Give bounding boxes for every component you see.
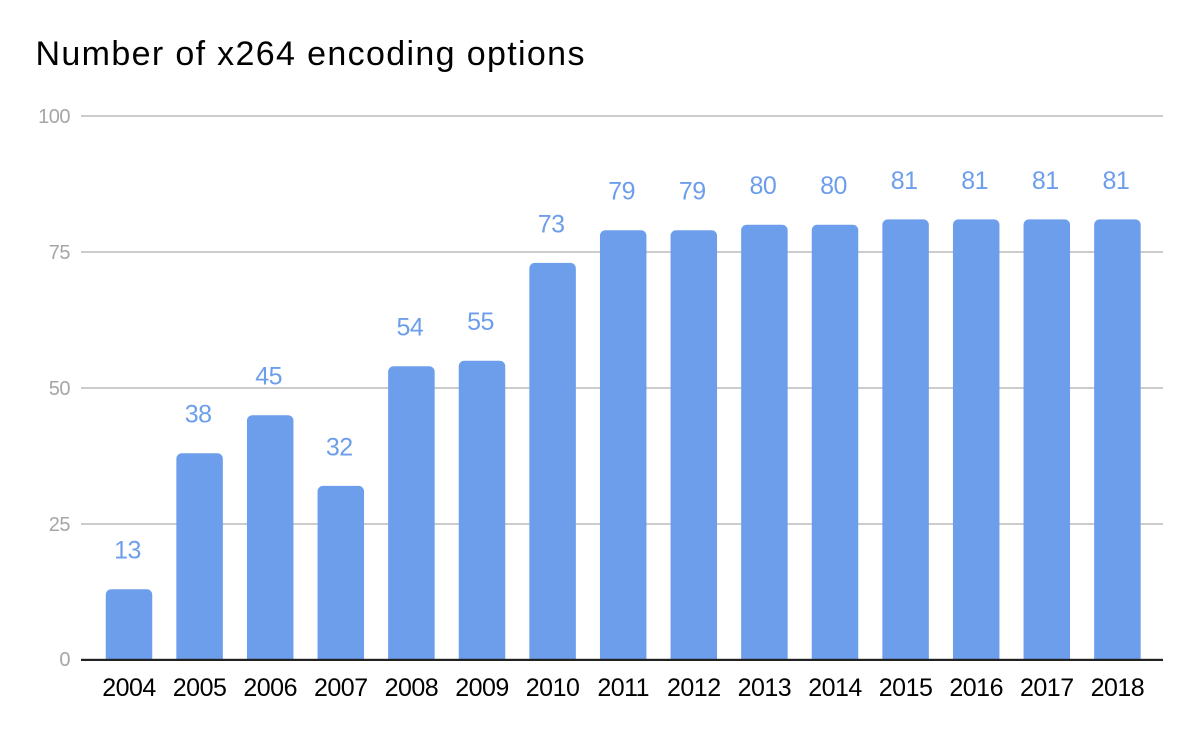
svg-text:32: 32 <box>326 433 353 461</box>
svg-text:2016: 2016 <box>949 674 1003 702</box>
svg-text:73: 73 <box>538 210 565 238</box>
svg-text:81: 81 <box>891 167 918 195</box>
svg-text:79: 79 <box>608 178 635 206</box>
svg-text:2009: 2009 <box>455 674 509 702</box>
svg-text:2006: 2006 <box>243 674 297 702</box>
svg-text:55: 55 <box>467 308 494 336</box>
svg-text:50: 50 <box>49 378 71 400</box>
svg-text:2008: 2008 <box>385 674 439 702</box>
svg-text:75: 75 <box>49 242 71 264</box>
svg-text:2004: 2004 <box>102 674 156 702</box>
svg-text:54: 54 <box>396 314 423 342</box>
svg-text:25: 25 <box>49 514 71 536</box>
svg-text:2015: 2015 <box>879 674 933 702</box>
svg-text:13: 13 <box>114 537 141 565</box>
svg-text:2012: 2012 <box>667 674 721 702</box>
svg-text:81: 81 <box>1102 167 1129 195</box>
svg-text:0: 0 <box>59 649 70 671</box>
svg-text:2014: 2014 <box>808 674 862 702</box>
svg-text:2017: 2017 <box>1020 674 1074 702</box>
svg-text:79: 79 <box>679 178 706 206</box>
svg-text:81: 81 <box>1032 167 1059 195</box>
svg-text:2013: 2013 <box>738 674 792 702</box>
svg-text:100: 100 <box>38 106 70 128</box>
svg-text:2018: 2018 <box>1091 674 1145 702</box>
svg-text:2007: 2007 <box>314 674 368 702</box>
svg-text:Number of x264 encoding option: Number of x264 encoding options <box>36 35 586 73</box>
svg-text:2005: 2005 <box>173 674 227 702</box>
svg-text:81: 81 <box>961 167 988 195</box>
svg-text:80: 80 <box>820 172 847 200</box>
svg-text:38: 38 <box>185 401 212 429</box>
svg-text:2010: 2010 <box>526 674 580 702</box>
svg-text:45: 45 <box>255 363 282 391</box>
svg-text:2011: 2011 <box>597 674 649 702</box>
svg-text:80: 80 <box>749 172 776 200</box>
